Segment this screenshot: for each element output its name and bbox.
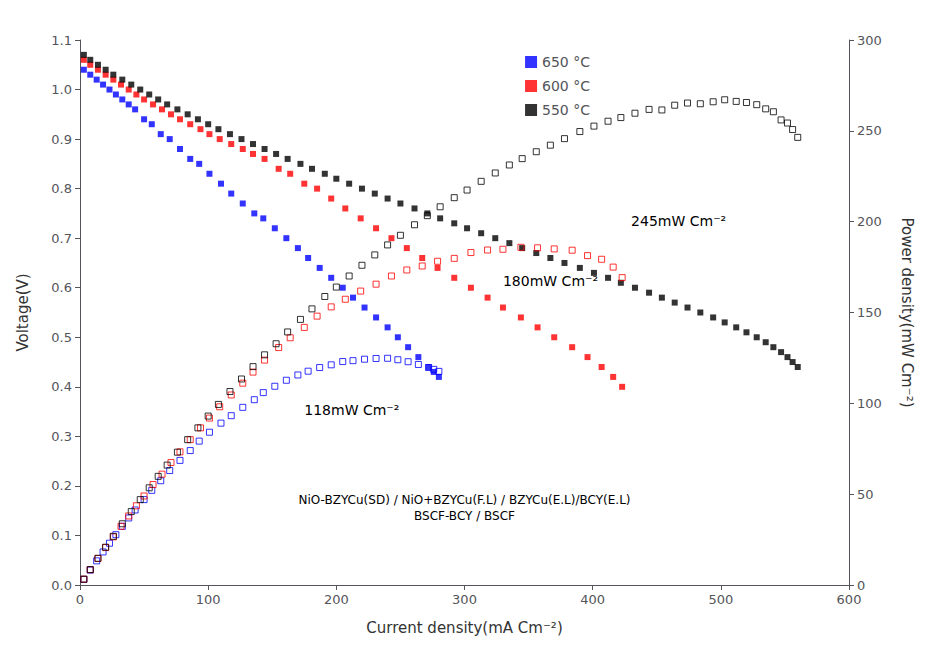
- svg-text:0: 0: [857, 578, 865, 593]
- svg-text:NiO-BZYCu(SD) / NiO+BZYCu(F.L): NiO-BZYCu(SD) / NiO+BZYCu(F.L) / BZYCu(E…: [299, 493, 631, 507]
- svg-text:100: 100: [196, 592, 221, 607]
- svg-text:600: 600: [837, 592, 862, 607]
- svg-text:0.7: 0.7: [51, 231, 72, 246]
- svg-text:500: 500: [708, 592, 733, 607]
- svg-text:400: 400: [580, 592, 605, 607]
- svg-text:550 °C: 550 °C: [542, 102, 590, 118]
- svg-text:100: 100: [857, 396, 882, 411]
- svg-text:0.4: 0.4: [51, 379, 72, 394]
- svg-text:Power density(mW Cm⁻²): Power density(mW Cm⁻²): [898, 217, 916, 407]
- svg-text:0.6: 0.6: [51, 280, 72, 295]
- svg-text:245mW Cm⁻²: 245mW Cm⁻²: [631, 213, 726, 229]
- svg-text:650 °C: 650 °C: [542, 54, 590, 70]
- svg-text:0.5: 0.5: [51, 330, 72, 345]
- svg-text:200: 200: [857, 214, 882, 229]
- svg-text:250: 250: [857, 123, 882, 138]
- svg-text:1.0: 1.0: [51, 82, 72, 97]
- svg-text:300: 300: [452, 592, 477, 607]
- svg-text:0.0: 0.0: [51, 578, 72, 593]
- svg-text:0.8: 0.8: [51, 181, 72, 196]
- svg-text:0.2: 0.2: [51, 478, 72, 493]
- svg-text:Voltage(V): Voltage(V): [14, 273, 32, 351]
- svg-text:50: 50: [857, 487, 874, 502]
- svg-text:0.1: 0.1: [51, 528, 72, 543]
- svg-text:0.3: 0.3: [51, 429, 72, 444]
- svg-text:BSCF-BCY / BSCF: BSCF-BCY / BSCF: [414, 509, 515, 523]
- svg-text:118mW Cm⁻²: 118mW Cm⁻²: [304, 402, 399, 418]
- svg-text:0: 0: [76, 592, 84, 607]
- svg-text:0.9: 0.9: [51, 132, 72, 147]
- svg-text:300: 300: [857, 33, 882, 48]
- svg-text:1.1: 1.1: [51, 33, 72, 48]
- svg-text:600 °C: 600 °C: [542, 78, 590, 94]
- svg-text:180mW Cm⁻²: 180mW Cm⁻²: [503, 273, 598, 289]
- svg-text:Current density(mA Cm⁻²): Current density(mA Cm⁻²): [366, 619, 562, 637]
- svg-text:150: 150: [857, 305, 882, 320]
- svg-text:200: 200: [324, 592, 349, 607]
